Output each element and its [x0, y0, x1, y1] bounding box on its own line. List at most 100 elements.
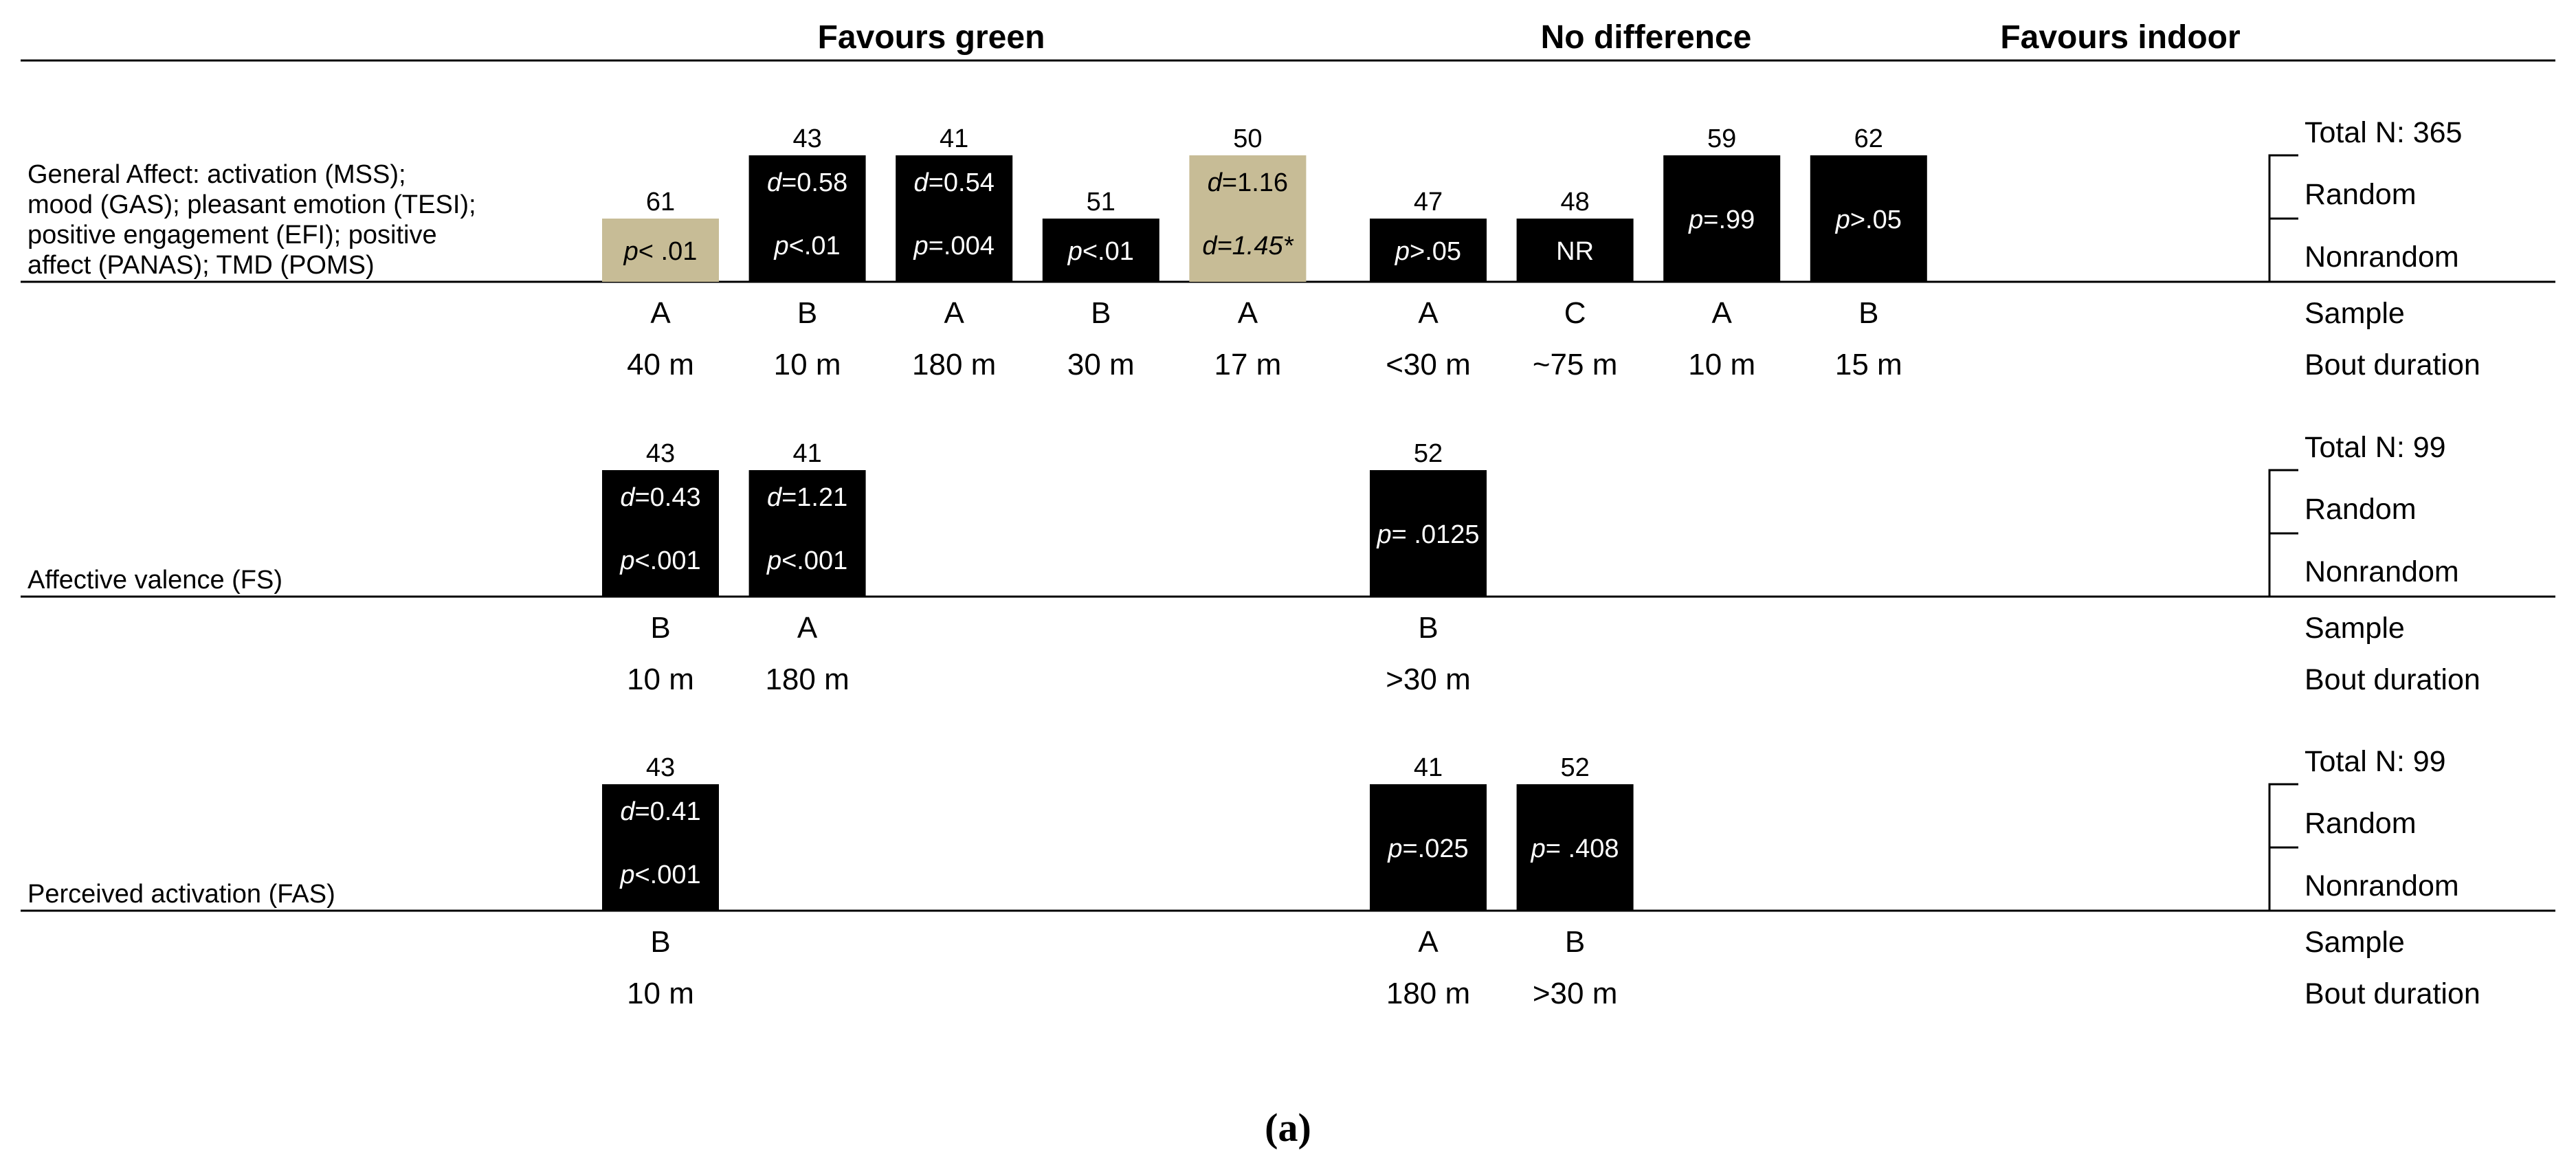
- panel-1-title-line: affect (PANAS); TMD (POMS): [27, 251, 375, 280]
- study-stat-label: NR: [1556, 237, 1594, 266]
- study-stat-label: p=.004: [913, 232, 995, 260]
- study-n-label: 43: [646, 439, 675, 468]
- panel-2-row-label-bout: Bout duration: [2305, 663, 2480, 696]
- header-favours-green: Favours green: [818, 19, 1045, 56]
- study-bout-duration: 180 m: [912, 348, 996, 381]
- header-favours-indoor: Favours indoor: [2000, 19, 2240, 56]
- study-bout-duration: 40 m: [627, 348, 694, 381]
- study-box: [1370, 784, 1487, 911]
- study-box: [896, 155, 1013, 282]
- panel-1-title-line: General Affect: activation (MSS);: [27, 160, 406, 189]
- study-stat-label: d=1.21: [767, 483, 847, 512]
- panel-3-row-label-bout: Bout duration: [2305, 977, 2480, 1010]
- header-no-difference: No difference: [1541, 19, 1752, 56]
- study-box: [1370, 470, 1487, 597]
- study-n-label: 41: [1414, 753, 1443, 782]
- study-n-label: 41: [792, 439, 821, 468]
- study-n-label: 52: [1560, 753, 1589, 782]
- panel-2-legend-nonrandom: Nonrandom: [2305, 555, 2459, 588]
- study-box: [1370, 219, 1487, 282]
- study-stat-label: p= .408: [1531, 834, 1619, 863]
- panel-3-legend-random: Random: [2305, 807, 2417, 840]
- study-n-label: 51: [1087, 188, 1115, 217]
- study-sample: A: [1238, 296, 1258, 330]
- panel-1-legend-bracket: [2268, 154, 2298, 282]
- panel-2-legend-bracket: [2268, 469, 2298, 597]
- panel-1-legend-random: Random: [2305, 178, 2417, 211]
- study-n-label: 47: [1414, 188, 1443, 217]
- study-box: [1516, 219, 1634, 282]
- study-n-label: 48: [1560, 188, 1589, 217]
- study-n-label: 52: [1414, 439, 1443, 468]
- study-sample: A: [944, 296, 965, 330]
- panel-1-total-n: Total N: 365: [2305, 116, 2462, 149]
- study-stat-label: p=.99: [1688, 206, 1755, 234]
- panel-2-legend-random: Random: [2305, 493, 2417, 526]
- study-bout-duration: 180 m: [765, 663, 849, 696]
- study-bout-duration: 10 m: [627, 977, 694, 1010]
- study-bout-duration: 10 m: [1688, 348, 1755, 381]
- panel-3-legend-bracket: [2268, 783, 2298, 911]
- study-stat-label: p<.001: [619, 861, 700, 889]
- study-box: [1663, 155, 1781, 282]
- study-box: [1042, 219, 1159, 282]
- study-sample: A: [650, 296, 671, 330]
- study-bout-duration: <30 m: [1386, 348, 1471, 381]
- study-stat-label: p<.01: [774, 232, 841, 260]
- study-stat-label: d=0.58: [767, 168, 847, 197]
- panel-2-title-line: Affective valence (FS): [27, 566, 282, 595]
- study-n-label: 62: [1854, 124, 1883, 153]
- study-box: [748, 155, 866, 282]
- study-sample: B: [797, 296, 817, 330]
- study-stat-label: d=0.54: [914, 168, 995, 197]
- study-n-label: 43: [792, 124, 821, 153]
- study-sample: B: [650, 611, 670, 645]
- study-sample: A: [1418, 925, 1439, 959]
- panel-3-title-line: Perceived activation (FAS): [27, 880, 335, 909]
- study-n-label: 59: [1707, 124, 1736, 153]
- panels-group: General Affect: activation (MSS);mood (G…: [21, 116, 2555, 1010]
- panel-3-total-n: Total N: 99: [2305, 745, 2446, 778]
- study-stat-label: p<.01: [1067, 237, 1134, 266]
- study-stat-label: d=1.45*: [1202, 232, 1293, 260]
- study-bout-duration: 15 m: [1835, 348, 1902, 381]
- study-n-label: 43: [646, 753, 675, 782]
- study-bout-duration: 10 m: [627, 663, 694, 696]
- study-stat-label: p<.001: [619, 546, 700, 575]
- study-box: [1516, 784, 1634, 911]
- study-stat-label: d=1.16: [1208, 168, 1288, 197]
- study-box: [1810, 155, 1927, 282]
- figure-caption: (a): [1265, 1105, 1311, 1150]
- study-sample: A: [797, 611, 818, 645]
- study-sample: B: [1858, 296, 1878, 330]
- panel-3-row-label-sample: Sample: [2305, 926, 2405, 959]
- panel-3-legend-nonrandom: Nonrandom: [2305, 869, 2459, 902]
- study-bout-duration: >30 m: [1386, 663, 1471, 696]
- study-stat-label: p= .0125: [1377, 520, 1480, 549]
- study-box: [602, 784, 719, 911]
- study-box: [602, 219, 719, 282]
- study-stat-label: d=0.43: [620, 483, 700, 512]
- panel-1-title-line: mood (GAS); pleasant emotion (TESI);: [27, 190, 476, 219]
- study-sample: A: [1712, 296, 1733, 330]
- study-bout-duration: >30 m: [1533, 977, 1618, 1010]
- study-stat-label: p<.001: [766, 546, 847, 575]
- study-bout-duration: 180 m: [1386, 977, 1470, 1010]
- study-bout-duration: 10 m: [774, 348, 841, 381]
- study-sample: C: [1564, 296, 1586, 330]
- study-sample: B: [1418, 611, 1438, 645]
- study-n-label: 50: [1233, 124, 1262, 153]
- study-bout-duration: 30 m: [1067, 348, 1135, 381]
- study-stat-label: d=0.41: [620, 797, 700, 826]
- panel-1-title-line: positive engagement (EFI); positive: [27, 221, 437, 249]
- study-box: [748, 470, 866, 597]
- panel-2-total-n: Total N: 99: [2305, 431, 2446, 464]
- study-sample: B: [1565, 925, 1585, 959]
- study-stat-label: p>.05: [1395, 237, 1461, 266]
- study-sample: B: [1091, 296, 1111, 330]
- study-n-label: 61: [646, 188, 675, 217]
- study-box: [1189, 155, 1307, 282]
- study-stat-label: p>.05: [1835, 206, 1902, 234]
- study-stat-label: p=.025: [1387, 834, 1468, 863]
